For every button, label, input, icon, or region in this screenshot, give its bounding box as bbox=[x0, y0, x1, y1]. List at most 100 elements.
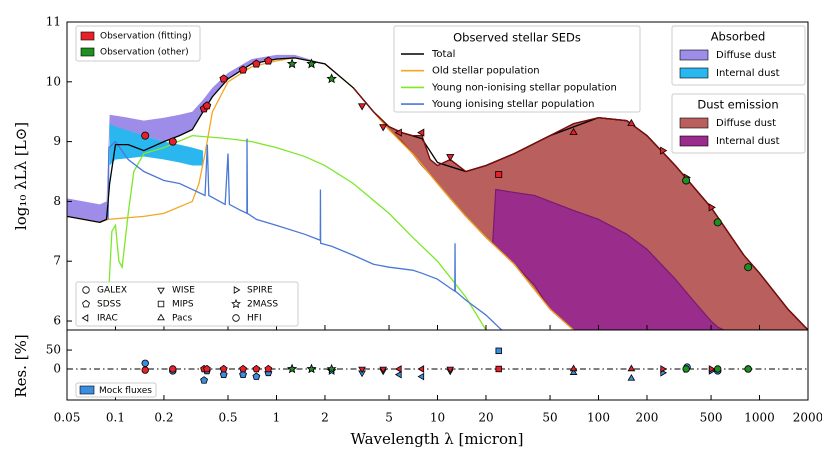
x-axis-label: Wavelength λ [micron] bbox=[350, 430, 523, 448]
marker bbox=[394, 370, 402, 379]
marker bbox=[306, 363, 317, 374]
x-tick-label: 100 bbox=[587, 411, 610, 425]
marker bbox=[202, 101, 212, 110]
marker bbox=[157, 287, 165, 295]
legend-label: Total bbox=[431, 49, 455, 60]
residual-frame bbox=[66, 329, 809, 401]
marker bbox=[168, 137, 177, 146]
marker bbox=[627, 364, 636, 372]
marker bbox=[81, 314, 89, 322]
y-tick-label: 6 bbox=[53, 314, 61, 328]
legend-label: Old stellar population bbox=[432, 66, 540, 77]
marker bbox=[660, 365, 668, 373]
area bbox=[67, 54, 325, 223]
legend-label: Internal dust bbox=[716, 136, 780, 147]
marker bbox=[660, 146, 668, 155]
y-tick-label: 11 bbox=[46, 15, 61, 29]
legend-title: Observed stellar SEDs bbox=[453, 31, 581, 45]
marker bbox=[326, 73, 337, 84]
x-tick-label: 50 bbox=[542, 411, 557, 425]
legend-swatch bbox=[679, 67, 709, 79]
marker bbox=[446, 366, 455, 374]
legend-label: Diffuse dust bbox=[716, 118, 776, 129]
marker bbox=[569, 127, 578, 136]
x-tick-label: 2000 bbox=[793, 411, 822, 425]
x-tick-label: 0.1 bbox=[106, 411, 125, 425]
y-tick-label: 9 bbox=[53, 134, 61, 148]
residual-plot bbox=[67, 347, 808, 384]
marker bbox=[233, 286, 241, 294]
marker bbox=[627, 118, 636, 127]
marker bbox=[141, 359, 149, 367]
legend-label: 2MASS bbox=[247, 300, 278, 310]
marker bbox=[82, 286, 90, 294]
marker bbox=[569, 364, 578, 372]
marker bbox=[157, 313, 165, 321]
marker bbox=[203, 364, 211, 373]
marker bbox=[232, 314, 240, 322]
marker bbox=[219, 364, 228, 373]
marker bbox=[264, 56, 273, 65]
legend-box bbox=[393, 25, 641, 113]
marker bbox=[238, 65, 248, 74]
marker bbox=[394, 365, 402, 373]
marker bbox=[252, 364, 261, 373]
res-y-axis-label: Res. [%] bbox=[12, 334, 30, 397]
legend-label: WISE bbox=[172, 286, 195, 296]
marker bbox=[569, 368, 578, 375]
marker bbox=[82, 299, 90, 308]
marker bbox=[141, 131, 150, 140]
marker bbox=[239, 364, 247, 373]
marker bbox=[239, 370, 247, 378]
marker bbox=[495, 171, 503, 178]
marker bbox=[231, 298, 241, 309]
legend-label: Mock fluxes bbox=[99, 386, 152, 396]
legend-title: Dust emission bbox=[697, 98, 778, 112]
marker bbox=[141, 366, 149, 374]
y-tick-label: 10 bbox=[46, 74, 61, 88]
legend-label: SDSS bbox=[97, 300, 121, 310]
marker bbox=[286, 58, 298, 69]
y-axis-label: log₁₀ λLλ [L⊙] bbox=[12, 122, 30, 230]
marker bbox=[200, 376, 208, 384]
overlay: 6 7 8 9 10 11 0 50 0.05 0.1 0.2 0.5 1 2 5 10 20 50 100 200 5… bbox=[46, 15, 822, 425]
marker bbox=[379, 366, 388, 374]
legend-swatch bbox=[80, 31, 95, 41]
marker bbox=[708, 365, 716, 373]
x-tick-label: 1000 bbox=[744, 411, 775, 425]
marker bbox=[682, 365, 690, 373]
legend-swatch bbox=[80, 47, 95, 57]
marker bbox=[744, 263, 753, 272]
marker bbox=[417, 128, 425, 137]
x-tick-label: 0.2 bbox=[154, 411, 173, 425]
marker bbox=[157, 300, 165, 308]
legend-box bbox=[75, 25, 201, 62]
marker bbox=[326, 363, 337, 374]
marker bbox=[219, 74, 228, 83]
legend-swatch bbox=[679, 135, 709, 147]
marker bbox=[708, 203, 716, 212]
marker bbox=[252, 372, 261, 380]
legend-label: Young ionising stellar population bbox=[431, 99, 594, 110]
marker bbox=[682, 176, 691, 185]
x-tick-label: 0.05 bbox=[54, 411, 81, 425]
y-tick-label: 7 bbox=[53, 254, 61, 268]
marker bbox=[417, 365, 425, 373]
marker bbox=[379, 124, 388, 132]
y-tick-label: 50 bbox=[46, 343, 61, 357]
legend-label: HFI bbox=[247, 314, 262, 324]
marker bbox=[627, 373, 636, 381]
legend-label: MIPS bbox=[172, 300, 194, 310]
legend-title: Absorbed bbox=[711, 30, 766, 44]
marker bbox=[744, 365, 752, 373]
marker bbox=[446, 154, 455, 162]
x-tick-label: 200 bbox=[636, 411, 659, 425]
legend-label: Pacs bbox=[172, 314, 192, 324]
marker bbox=[287, 363, 297, 374]
legend-label: GALEX bbox=[97, 286, 127, 296]
y-tick-label: 0 bbox=[53, 361, 61, 375]
line bbox=[67, 57, 575, 330]
legend-label: Internal dust bbox=[716, 68, 780, 79]
marker bbox=[495, 347, 502, 355]
